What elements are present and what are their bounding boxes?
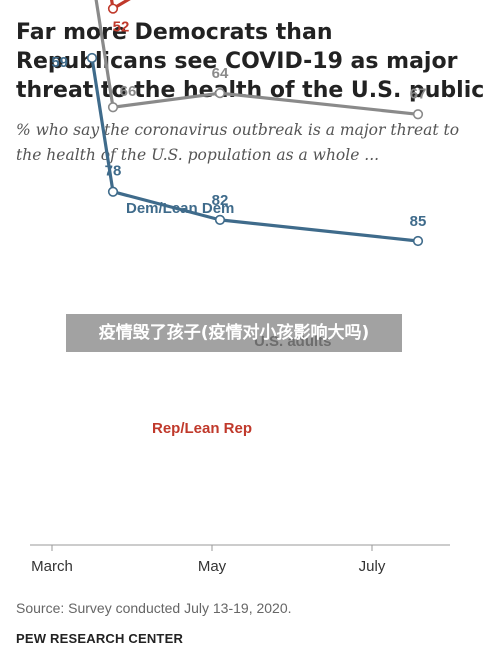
series-label-dem: Dem/Lean Dem [126, 200, 234, 217]
data-point [107, 102, 119, 113]
brand-logo: PEW RESEARCH CENTER [16, 631, 184, 646]
line-chart: MarchMayJuly597882854766646733524346Dem/… [30, 0, 450, 575]
chart-title: Far more Democrats than Republicans see … [16, 20, 485, 103]
data-label: 82 [212, 192, 229, 209]
series-line-all [94, 0, 420, 116]
data-point [412, 109, 424, 120]
series-line-rep [110, 0, 131, 11]
data-point [412, 235, 424, 247]
x-tick-label: March [31, 558, 73, 575]
data-point [214, 214, 226, 225]
data-point [107, 186, 119, 197]
data-label: 85 [410, 213, 427, 230]
data-label: 66 [120, 83, 137, 100]
data-point [107, 3, 119, 14]
data-point [214, 88, 226, 99]
x-tick-label: July [359, 558, 386, 575]
data-label: 67 [410, 85, 427, 102]
data-label: 52 [113, 19, 130, 36]
data-label: 59 [51, 54, 68, 71]
watermark-banner: 疫情毁了孩子(疫情对小孩影响大吗) [66, 314, 402, 352]
source-note: Source: Survey conducted July 13-19, 202… [16, 600, 292, 616]
series-label-rep: Rep/Lean Rep [152, 420, 252, 437]
x-tick-label: May [198, 558, 227, 575]
series-line-dem [90, 56, 420, 243]
data-label: 64 [212, 65, 229, 82]
data-point [86, 52, 98, 64]
data-label: 78 [105, 163, 122, 180]
